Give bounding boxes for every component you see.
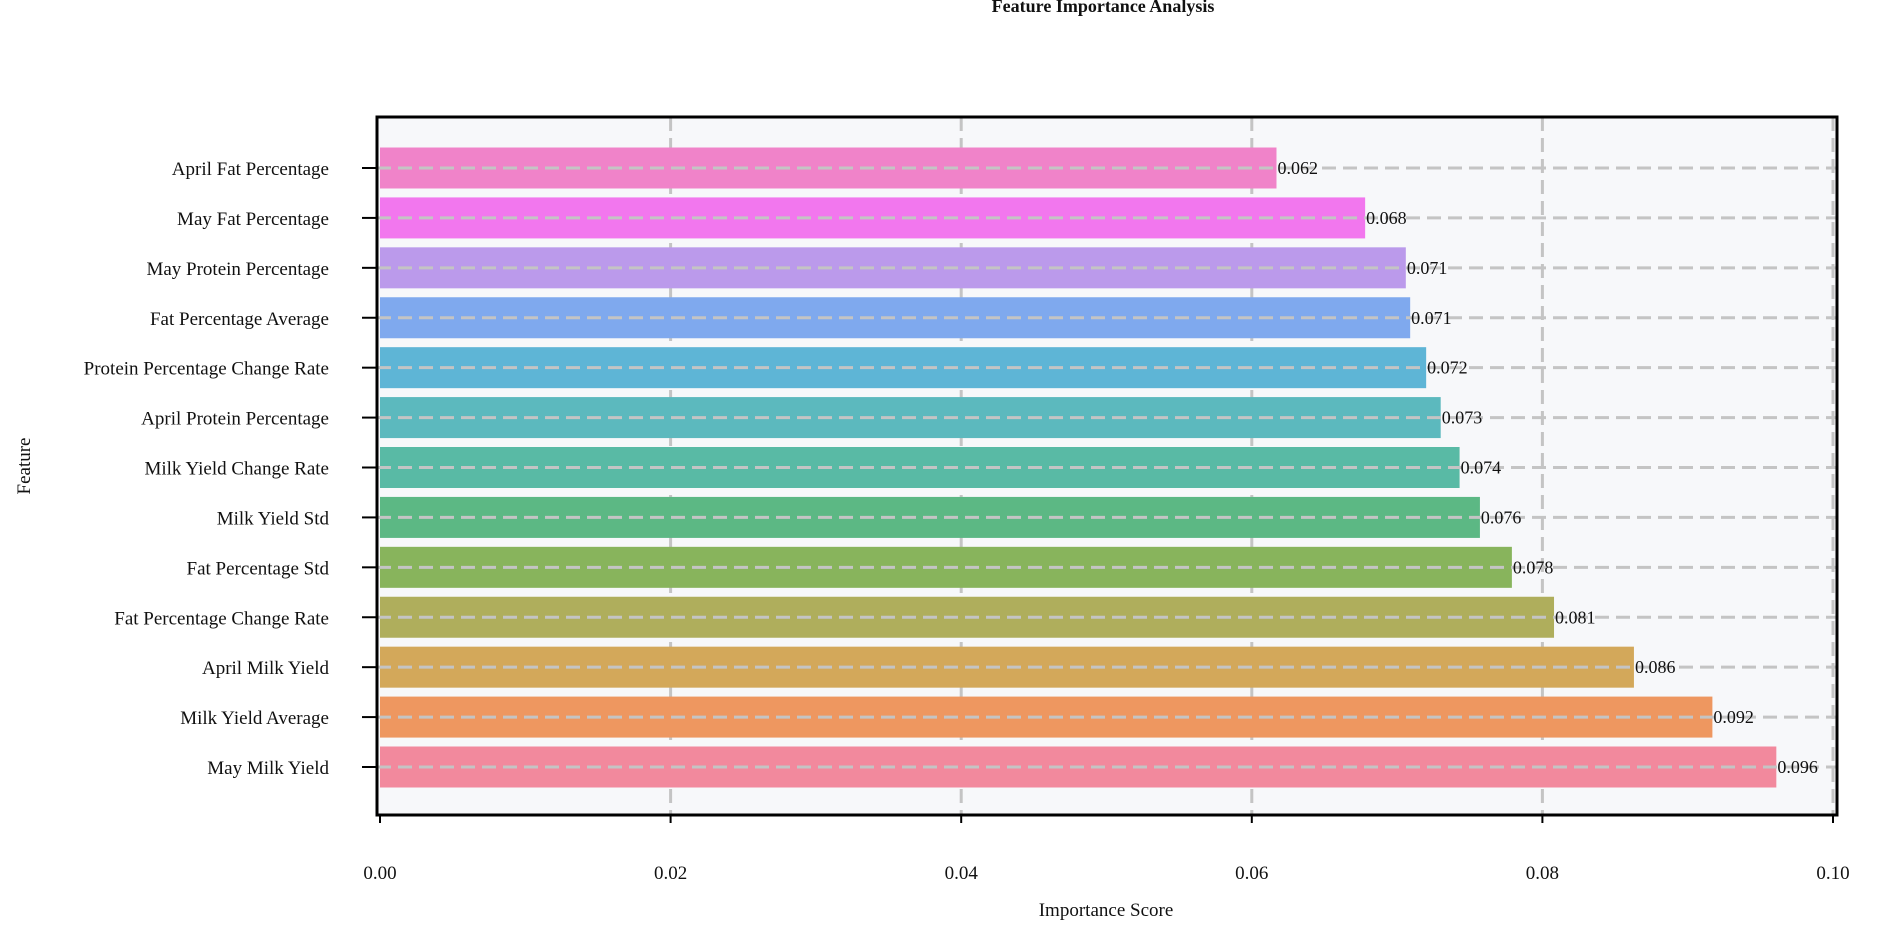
- y-tick-label: April Fat Percentage: [172, 159, 329, 180]
- data-label: 0.071: [1407, 258, 1448, 278]
- data-label: 0.074: [1461, 458, 1502, 478]
- data-label: 0.086: [1635, 657, 1676, 677]
- x-tick-label: 0.04: [945, 863, 979, 884]
- y-tick-label: Milk Yield Change Rate: [144, 459, 329, 480]
- data-label: 0.081: [1555, 607, 1596, 627]
- data-label: 0.076: [1481, 507, 1522, 527]
- chart-title: Feature Importance Analysis: [992, 0, 1215, 16]
- y-tick-label: May Protein Percentage: [146, 259, 329, 280]
- data-label: 0.062: [1278, 158, 1319, 178]
- data-label: 0.092: [1713, 707, 1754, 727]
- horizontal-grid: [377, 166, 1837, 769]
- x-tick-label: 0.10: [1816, 863, 1849, 884]
- y-tick-label: April Protein Percentage: [141, 409, 329, 430]
- data-labels-group: 0.062 0.068 0.071 0.071 0.072 0.073 0.074 0.076…: [1278, 158, 1818, 777]
- y-tick-label: Milk Yield Std: [217, 508, 330, 529]
- y-tick-label: Fat Percentage Change Rate: [114, 608, 329, 629]
- y-tick-label: Fat Percentage Std: [187, 558, 330, 579]
- y-axis-label: Feature: [14, 438, 35, 495]
- y-tick-label: Fat Percentage Average: [150, 309, 329, 330]
- x-tick-label: 0.06: [1235, 863, 1268, 884]
- data-label: 0.096: [1777, 757, 1818, 777]
- x-tick-label: 0.00: [363, 863, 396, 884]
- x-axis-label: Importance Score: [1039, 900, 1174, 921]
- y-tick-label: Milk Yield Average: [180, 708, 329, 729]
- data-label: 0.071: [1411, 308, 1452, 328]
- plot-frame: [375, 115, 1839, 817]
- data-label: 0.073: [1442, 408, 1483, 428]
- x-tick-label: 0.02: [654, 863, 687, 884]
- x-axis-ticks: 0.00 0.02 0.04 0.06 0.08 0.10: [363, 815, 1850, 884]
- data-label: 0.068: [1366, 208, 1407, 228]
- data-label: 0.078: [1513, 557, 1554, 577]
- y-tick-label: May Fat Percentage: [177, 209, 329, 230]
- data-label: 0.072: [1427, 358, 1468, 378]
- y-tick-label: May Milk Yield: [207, 758, 329, 779]
- y-tick-label: April Milk Yield: [202, 658, 330, 679]
- y-tick-label: Protein Percentage Change Rate: [84, 359, 329, 380]
- y-axis-ticks: April Fat Percentage May Fat Percentage Ma…: [84, 159, 377, 779]
- bar: [380, 447, 1460, 488]
- x-tick-label: 0.08: [1526, 863, 1559, 884]
